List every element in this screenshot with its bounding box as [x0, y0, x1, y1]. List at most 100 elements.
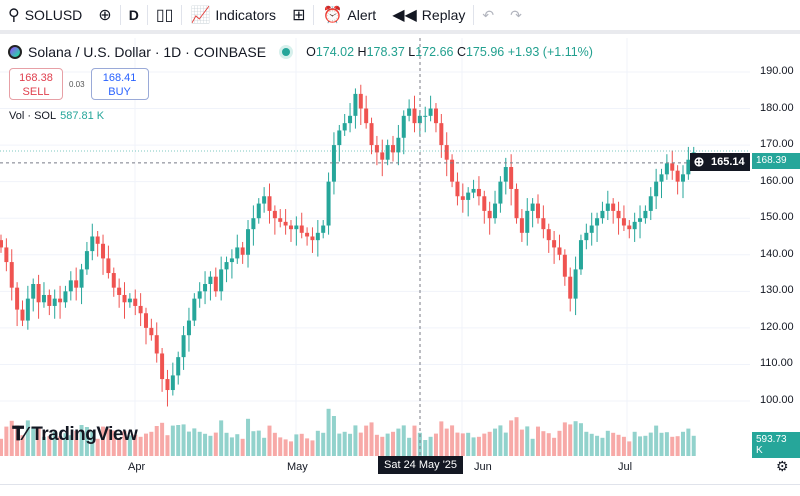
compare-button[interactable]: ⊕ — [90, 0, 119, 30]
volume-bar — [428, 436, 433, 456]
volume-bar — [165, 435, 170, 456]
volume-bar — [219, 420, 224, 456]
candle-body — [283, 221, 288, 226]
sell-button[interactable]: 168.38 SELL — [9, 68, 63, 100]
time-label-apr: Apr — [128, 461, 146, 473]
volume-bar — [203, 433, 208, 456]
candle-body — [530, 203, 535, 211]
volume-bar — [74, 430, 79, 456]
candle-body — [186, 320, 191, 336]
candle-body — [412, 108, 417, 124]
candle-body — [133, 298, 138, 306]
last-price-label: 168.39 — [752, 153, 800, 169]
volume-bar — [466, 432, 471, 456]
bottom-toolbar — [0, 484, 800, 496]
candle-body — [460, 196, 465, 200]
candle-body — [578, 240, 583, 270]
volume-bar — [600, 437, 605, 456]
add-alert-plus-icon[interactable]: ⊕ — [693, 154, 705, 169]
candle-body — [493, 203, 498, 219]
volume-bar — [63, 433, 68, 456]
candle-body — [213, 276, 218, 292]
price-chart[interactable] — [0, 38, 750, 456]
volume-bar — [487, 431, 492, 456]
volume-bar — [315, 430, 320, 456]
candle-body — [246, 229, 251, 255]
candle-body — [203, 284, 208, 292]
trade-panel: 168.38 SELL 0.03 168.41 BUY — [9, 68, 149, 100]
candle-body — [315, 232, 320, 241]
alarm-icon: ⏰ — [322, 7, 343, 24]
volume-bar — [235, 434, 240, 456]
candle-body — [170, 375, 175, 391]
candle-body — [208, 276, 213, 285]
volume-bar — [611, 432, 616, 456]
candle-body — [589, 225, 594, 233]
candle-body — [423, 115, 428, 117]
indicators-button[interactable]: 📈 Indicators — [182, 0, 284, 30]
interval-label: D — [128, 7, 139, 23]
candle-body — [514, 188, 519, 219]
volume-bar — [251, 431, 256, 456]
volume-bar — [262, 437, 267, 456]
buy-price: 168.41 — [102, 72, 137, 84]
candle-body — [106, 258, 111, 274]
candle-body — [181, 335, 186, 358]
candle-body — [643, 210, 648, 219]
volume-bar — [4, 426, 9, 456]
volume-bar — [595, 435, 600, 456]
candle-body — [63, 291, 68, 303]
symbol-search-button[interactable]: ⚲ SOLUSD — [0, 0, 90, 30]
volume-bar — [41, 436, 46, 456]
candle-body — [621, 218, 626, 226]
indicators-icon: 📈 — [190, 7, 211, 24]
chart-legend: Solana / U.S. Dollar · 1D · COINBASE O17… — [8, 44, 593, 60]
time-label-may: May — [287, 461, 308, 473]
candle-body — [670, 163, 675, 171]
candle-body — [380, 152, 385, 160]
interval-button[interactable]: D — [121, 0, 147, 30]
alert-button[interactable]: ⏰ Alert — [314, 0, 384, 30]
volume-legend: Vol · SOL 587.81 K — [9, 110, 105, 122]
candle-body — [95, 236, 100, 244]
candle-body — [111, 273, 116, 288]
volume-bar — [396, 428, 401, 456]
divider — [119, 5, 121, 25]
volume-bar — [52, 431, 57, 456]
volume-bar — [616, 434, 621, 456]
candle-body — [536, 203, 540, 219]
candle-body — [391, 145, 396, 153]
candle-body — [439, 123, 444, 146]
candle-body — [0, 240, 3, 248]
candle-body — [288, 225, 293, 230]
chart-type-button[interactable]: ▯▯ — [148, 0, 182, 30]
market-open-dot-icon — [282, 48, 291, 56]
candle-body — [294, 225, 299, 230]
candles-icon: ▯▯ — [155, 7, 174, 24]
replay-button[interactable]: ◀◀ Replay — [384, 0, 473, 30]
candle-body — [627, 225, 632, 230]
price-tick: 190.00 — [760, 64, 794, 77]
candle-body — [476, 188, 481, 197]
price-tick: 110.00 — [760, 357, 793, 370]
candle-body — [584, 232, 589, 241]
volume-bar — [589, 433, 594, 456]
settings-gear-icon[interactable]: ⚙ — [776, 458, 789, 474]
undo-button[interactable]: ↶ — [482, 6, 495, 23]
candle-body — [165, 379, 170, 391]
volume-bar — [181, 424, 186, 456]
buy-button[interactable]: 168.41 BUY — [90, 68, 149, 100]
tradingview-logo[interactable]: 𝐓∕ TradingView — [12, 424, 138, 445]
candle-body — [396, 137, 401, 153]
volume-bar — [498, 425, 503, 456]
volume-bar — [310, 440, 315, 456]
templates-button[interactable]: ⊞ — [284, 0, 313, 30]
candle-body — [595, 218, 600, 226]
price-tick: 140.00 — [760, 247, 794, 260]
volume-bar — [573, 421, 578, 456]
volume-bar — [417, 432, 422, 456]
candle-body — [272, 210, 277, 219]
symbol-title: Solana / U.S. Dollar · 1D · COINBASE — [28, 44, 267, 60]
redo-button[interactable]: ↷ — [510, 6, 522, 23]
volume-bar — [288, 441, 293, 456]
